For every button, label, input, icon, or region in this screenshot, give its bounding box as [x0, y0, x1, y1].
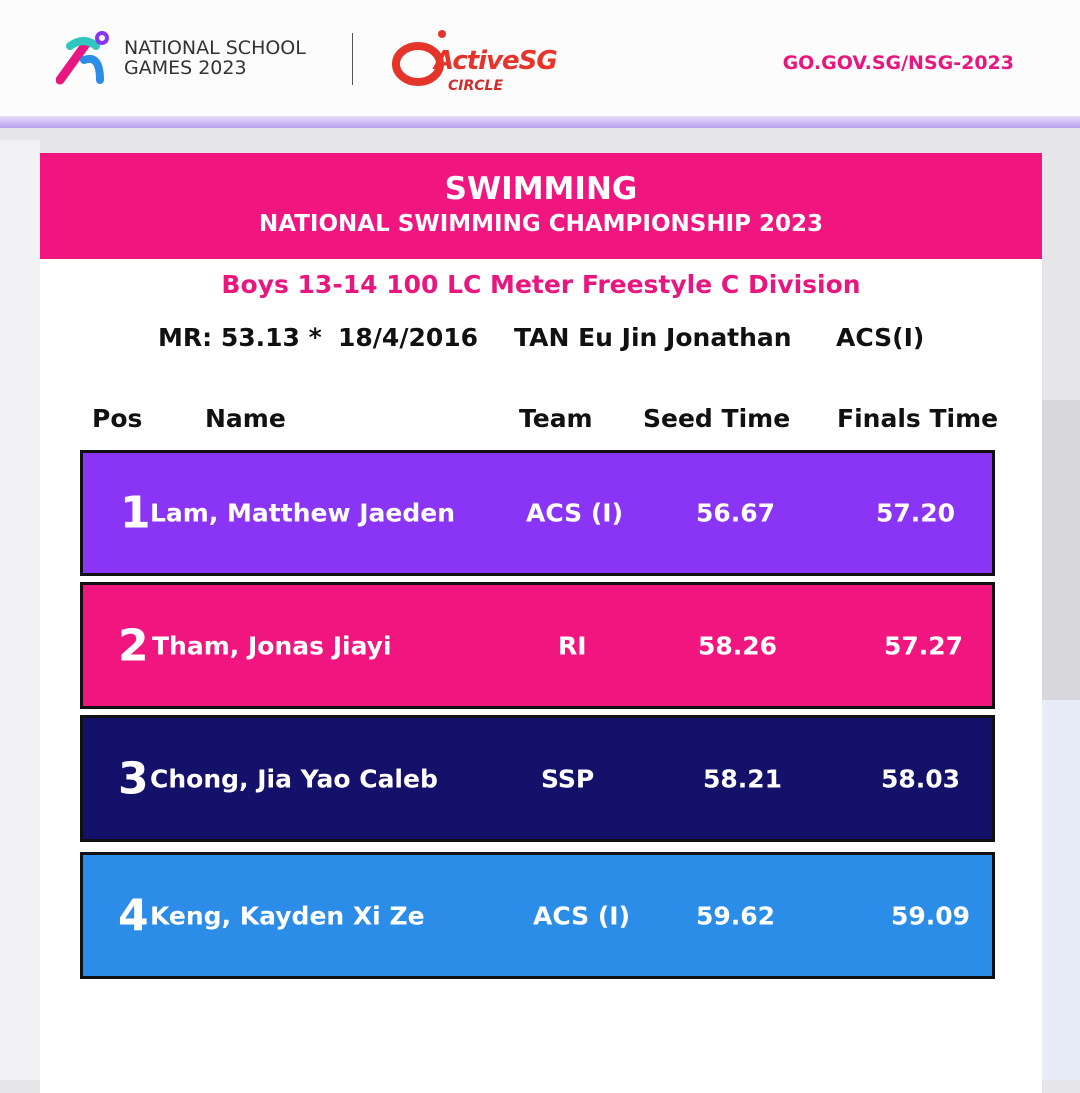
mr-holder: TAN Eu Jin Jonathan: [514, 323, 792, 352]
activesg-ring-icon: [392, 30, 446, 86]
circle-text: CIRCLE: [448, 78, 504, 94]
mr-team: ACS(I): [836, 323, 925, 352]
bg-shape: [0, 140, 40, 1080]
nsg-logo-line1: NATIONAL SCHOOL: [124, 37, 306, 59]
result-finals: 57.27: [884, 631, 964, 660]
result-pos: 4: [118, 890, 149, 941]
col-name: Name: [205, 404, 286, 433]
col-finals: Finals Time: [837, 404, 999, 433]
meet-record: MR: 53.13 * 18/4/2016 TAN Eu Jin Jonatha…: [158, 323, 924, 352]
result-seed: 59.62: [696, 901, 776, 930]
divider: [352, 33, 353, 85]
nsg-logo-line2: GAMES 2023: [124, 57, 247, 79]
result-name: Chong, Jia Yao Caleb: [150, 764, 438, 793]
result-row: 1 Lam, Matthew Jaeden ACS (I) 56.67 57.20: [80, 450, 995, 576]
nsg-runner-icon: [56, 31, 109, 85]
result-seed: 58.21: [703, 764, 783, 793]
result-finals: 59.09: [891, 901, 971, 930]
result-seed: 56.67: [696, 498, 776, 528]
bg-shape: [1042, 400, 1080, 700]
result-team: RI: [558, 631, 587, 660]
result-row: 2 Tham, Jonas Jiayi RI 58.26 57.27: [80, 582, 995, 709]
result-finals: 58.03: [881, 764, 961, 793]
result-name: Tham, Jonas Jiayi: [152, 631, 392, 660]
bg-shape: [1042, 700, 1080, 1080]
mr-date: 18/4/2016: [338, 323, 479, 352]
sport-title: SWIMMING: [444, 171, 638, 207]
header: NATIONAL SCHOOL GAMES 2023 ActiveSG CIRCL…: [0, 0, 1080, 116]
result-seed: 58.26: [698, 631, 778, 660]
result-name: Keng, Kayden Xi Ze: [150, 901, 425, 930]
result-team: SSP: [541, 764, 595, 793]
result-pos: 1: [120, 487, 151, 539]
activesg-text: ActiveSG: [434, 46, 558, 76]
result-finals: 57.20: [876, 498, 956, 528]
event-title: Boys 13-14 100 LC Meter Freestyle C Divi…: [221, 270, 861, 299]
mr-time: MR: 53.13 *: [158, 323, 322, 352]
col-pos: Pos: [92, 404, 143, 433]
result-team: ACS (I): [526, 498, 624, 528]
result-row: 3 Chong, Jia Yao Caleb SSP 58.21 58.03: [80, 715, 995, 842]
result-pos: 2: [118, 620, 149, 671]
title-banner: SWIMMING NATIONAL SWIMMING CHAMPIONSHIP …: [40, 153, 1042, 259]
competition-title: NATIONAL SWIMMING CHAMPIONSHIP 2023: [258, 211, 824, 237]
col-team: Team: [519, 404, 593, 433]
result-name: Lam, Matthew Jaeden: [150, 498, 456, 528]
result-pos: 3: [118, 753, 149, 804]
col-seed: Seed Time: [643, 404, 791, 433]
nsg-logo: NATIONAL SCHOOL GAMES 2023: [56, 30, 306, 86]
header-accent-bar: [0, 116, 1080, 128]
activesg-logo: ActiveSG CIRCLE: [392, 26, 558, 94]
result-team: ACS (I): [533, 901, 631, 930]
result-row: 4 Keng, Kayden Xi Ze ACS (I) 59.62 59.09: [80, 852, 995, 979]
url-link[interactable]: GO.GOV.SG/NSG-2023: [782, 52, 1014, 74]
